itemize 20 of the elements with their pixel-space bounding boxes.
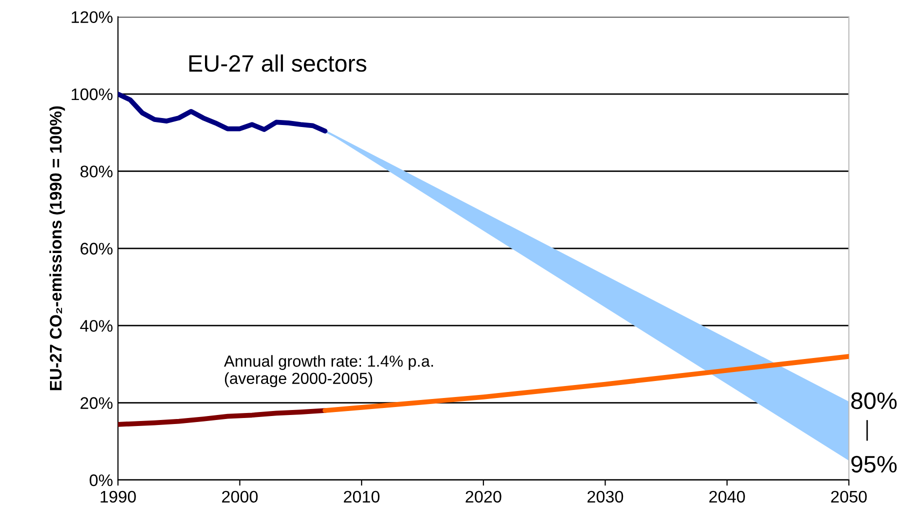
y-tick-label: 40% [80, 320, 113, 332]
x-tick-label: 2000 [222, 490, 258, 503]
x-tick-label: 2050 [831, 490, 867, 503]
annotation: 95% [851, 456, 897, 473]
y-axis-title: EU-27 CO₂-emissions (1990 = 100%) [49, 106, 65, 390]
y-tick-label: 120% [72, 11, 113, 24]
x-tick-label: 2040 [709, 490, 745, 503]
annotation: Annual growth rate: 1.4% p.a. (average 2000-2005) [224, 355, 433, 388]
y-tick-label: 80% [80, 166, 113, 178]
y-tick-label: 0% [90, 474, 113, 486]
y-tick-label: 20% [80, 397, 113, 409]
x-tick-label: 2010 [344, 490, 380, 503]
annotation: EU-27 all sectors [189, 54, 366, 72]
y-tick-label: 100% [72, 88, 113, 100]
x-tick-label: 2020 [466, 490, 502, 503]
annotation: 80% [851, 392, 897, 410]
x-tick-label: 1990 [100, 490, 136, 503]
x-tick-label: 2030 [588, 490, 624, 503]
line-series [118, 92, 328, 134]
y-tick-label: 60% [80, 242, 113, 255]
